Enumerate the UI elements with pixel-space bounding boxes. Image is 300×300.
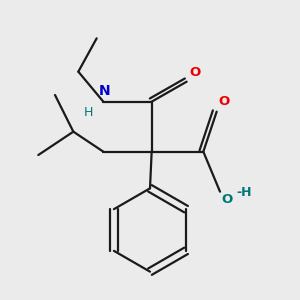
Text: O: O bbox=[218, 95, 230, 108]
Text: -H: -H bbox=[236, 186, 251, 199]
Text: H: H bbox=[84, 106, 93, 119]
Text: O: O bbox=[189, 66, 200, 79]
Text: O: O bbox=[222, 193, 233, 206]
Text: N: N bbox=[99, 84, 111, 98]
